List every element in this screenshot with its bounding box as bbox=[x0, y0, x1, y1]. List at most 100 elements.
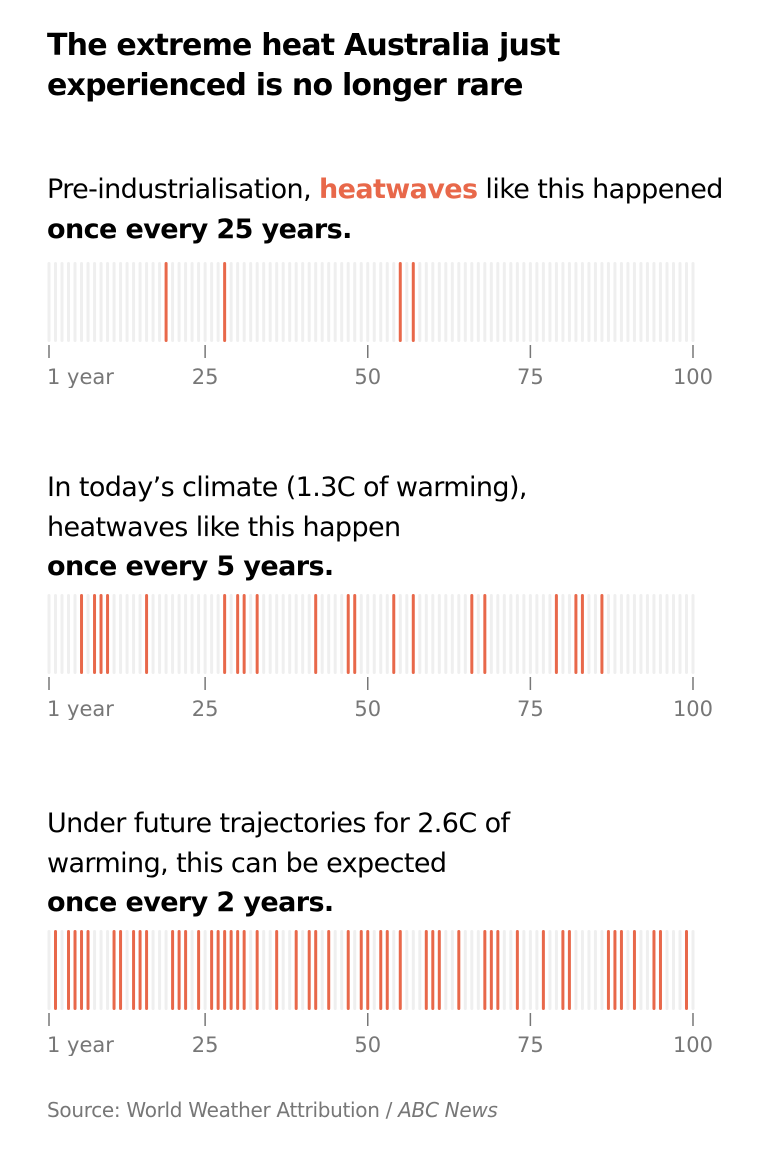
year-bar bbox=[665, 930, 669, 1010]
year-bar bbox=[301, 930, 305, 1010]
year-bar bbox=[619, 594, 623, 674]
heatwave-year-bar bbox=[242, 594, 246, 674]
year-bar bbox=[463, 594, 467, 674]
year-bar bbox=[372, 262, 376, 342]
year-bar bbox=[119, 262, 123, 342]
year-bar bbox=[359, 594, 363, 674]
year-bar bbox=[203, 262, 207, 342]
year-bar bbox=[418, 930, 422, 1010]
year-bar bbox=[99, 262, 103, 342]
x-tick-label: 100 bbox=[673, 365, 713, 388]
year-bar bbox=[340, 594, 344, 674]
heatwave-year-bar bbox=[515, 930, 519, 1010]
year-bar bbox=[652, 262, 656, 342]
year-bar bbox=[671, 930, 675, 1010]
strip-chart-3: 1 year 25 50 75 100 bbox=[47, 930, 713, 1056]
heatwave-year-bar bbox=[652, 930, 656, 1010]
year-bar bbox=[535, 262, 539, 342]
year-bar bbox=[268, 594, 272, 674]
year-bar bbox=[164, 594, 168, 674]
year-bar bbox=[47, 594, 51, 674]
year-bar bbox=[281, 262, 285, 342]
year-bar bbox=[652, 594, 656, 674]
year-bar bbox=[574, 262, 578, 342]
year-bar bbox=[392, 262, 396, 342]
year-bar bbox=[626, 262, 630, 342]
year-bar bbox=[502, 594, 506, 674]
year-bar bbox=[366, 262, 370, 342]
year-bar bbox=[606, 262, 610, 342]
year-bar bbox=[86, 262, 90, 342]
year-bar bbox=[645, 594, 649, 674]
year-bar bbox=[665, 262, 669, 342]
heatwave-year-bar bbox=[606, 930, 610, 1010]
year-bar bbox=[353, 262, 357, 342]
heatwave-year-bar bbox=[483, 930, 487, 1010]
heatwave-year-bar bbox=[619, 930, 623, 1010]
year-bar bbox=[548, 594, 552, 674]
heatwave-year-bar bbox=[658, 930, 662, 1010]
heatwave-year-bar bbox=[457, 930, 461, 1010]
year-bar bbox=[190, 594, 194, 674]
year-bar bbox=[431, 262, 435, 342]
heatwave-year-bar bbox=[80, 930, 84, 1010]
year-bar bbox=[405, 930, 409, 1010]
year-bar bbox=[548, 262, 552, 342]
year-bar bbox=[496, 594, 500, 674]
year-bar bbox=[210, 262, 214, 342]
year-bar bbox=[509, 930, 513, 1010]
heatwave-year-bar bbox=[385, 930, 389, 1010]
year-bar bbox=[190, 262, 194, 342]
year-bar bbox=[444, 594, 448, 674]
year-bar bbox=[535, 930, 539, 1010]
year-bar bbox=[320, 930, 324, 1010]
year-bar bbox=[236, 262, 240, 342]
year-bar bbox=[314, 262, 318, 342]
heatwave-year-bar bbox=[229, 930, 233, 1010]
panel-1-description: Pre-industrialisation, heatwaves like th… bbox=[47, 170, 747, 249]
year-bar bbox=[249, 594, 253, 674]
year-bar bbox=[125, 930, 129, 1010]
year-bar bbox=[678, 594, 682, 674]
year-bar bbox=[580, 930, 584, 1010]
year-bar bbox=[80, 262, 84, 342]
heatwave-year-bar bbox=[353, 594, 357, 674]
panel-3-description: Under future trajectories for 2.6C of wa… bbox=[47, 804, 627, 923]
year-bar bbox=[294, 594, 298, 674]
year-bar bbox=[632, 262, 636, 342]
year-bar bbox=[106, 930, 110, 1010]
year-bar bbox=[541, 262, 545, 342]
year-bar bbox=[379, 262, 383, 342]
year-bar bbox=[606, 594, 610, 674]
year-bar bbox=[463, 930, 467, 1010]
year-bar bbox=[262, 262, 266, 342]
year-bar bbox=[385, 262, 389, 342]
year-bar bbox=[372, 594, 376, 674]
heatwave-year-bar bbox=[236, 930, 240, 1010]
year-bar bbox=[158, 594, 162, 674]
year-bar bbox=[476, 594, 480, 674]
x-tick-label: 25 bbox=[192, 365, 219, 388]
heatwave-year-bar bbox=[197, 930, 201, 1010]
year-bar bbox=[60, 262, 64, 342]
year-bar bbox=[210, 594, 214, 674]
year-bar bbox=[398, 594, 402, 674]
year-bar bbox=[275, 262, 279, 342]
year-bar bbox=[99, 930, 103, 1010]
year-bar bbox=[359, 262, 363, 342]
year-bar bbox=[333, 262, 337, 342]
year-bar bbox=[587, 930, 591, 1010]
year-bar bbox=[528, 594, 532, 674]
heatwave-year-bar bbox=[314, 930, 318, 1010]
year-bar bbox=[301, 262, 305, 342]
year-bar bbox=[288, 594, 292, 674]
year-bar bbox=[593, 930, 597, 1010]
year-bar bbox=[444, 930, 448, 1010]
year-bar bbox=[554, 930, 558, 1010]
year-bar bbox=[457, 262, 461, 342]
year-bar bbox=[665, 594, 669, 674]
x-tick-label: 100 bbox=[673, 1033, 713, 1056]
year-bar bbox=[437, 594, 441, 674]
year-bar bbox=[184, 594, 188, 674]
year-bar bbox=[177, 262, 181, 342]
